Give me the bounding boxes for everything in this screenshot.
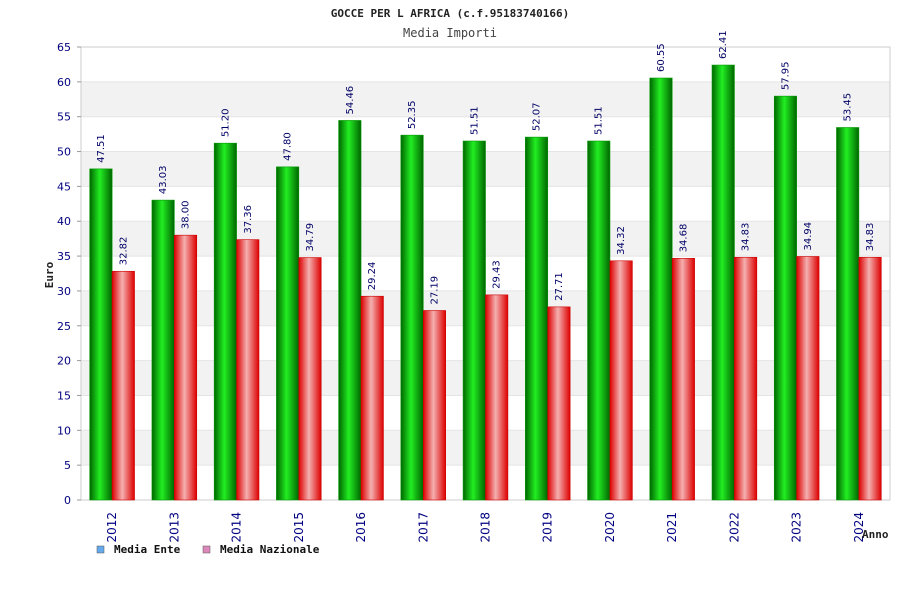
bar-media-ente-2016 bbox=[338, 120, 362, 501]
value-label: 60.55 bbox=[656, 43, 667, 72]
bar-media-nazionale-2022 bbox=[734, 256, 758, 501]
value-label: 27.19 bbox=[429, 276, 440, 305]
value-label: 29.24 bbox=[367, 262, 378, 291]
y-tick-label: 35 bbox=[57, 250, 71, 263]
y-tick-label: 30 bbox=[57, 285, 71, 298]
bar-media-nazionale-2013 bbox=[174, 234, 198, 501]
x-tick-label: 2024 bbox=[852, 512, 866, 543]
chart-subtitle: Media Importi bbox=[403, 26, 497, 40]
grid-band bbox=[81, 81, 890, 117]
bar-media-ente-2022 bbox=[711, 64, 735, 501]
bar-media-nazionale-2019 bbox=[547, 306, 571, 501]
y-tick-label: 20 bbox=[57, 355, 71, 368]
value-label: 37.36 bbox=[243, 205, 254, 234]
value-label: 57.95 bbox=[780, 61, 791, 90]
legend-swatch-media-nazionale bbox=[202, 545, 211, 554]
bar-media-nazionale-2016 bbox=[360, 295, 384, 501]
bar-media-ente-2024 bbox=[836, 127, 860, 501]
value-label: 52.07 bbox=[532, 102, 543, 131]
value-label: 32.82 bbox=[118, 237, 129, 266]
x-axis-ticks: 2012 2013 2014 2015 2016 2017 2018 2019 2020 2021… bbox=[105, 512, 866, 543]
bar-media-ente-2013 bbox=[151, 199, 175, 501]
value-label: 34.83 bbox=[741, 223, 752, 252]
bar-media-nazionale-2015 bbox=[298, 257, 322, 501]
bar-media-nazionale-2012 bbox=[111, 270, 135, 501]
bar-media-ente-2018 bbox=[462, 140, 486, 501]
value-label: 51.51 bbox=[469, 106, 480, 135]
y-axis-ticks: 0 5 10 15 20 25 30 35 40 45 50 55 60 65 bbox=[57, 41, 81, 507]
legend-swatch-media-ente bbox=[96, 545, 105, 554]
x-tick-label: 2023 bbox=[790, 512, 804, 543]
value-label: 34.32 bbox=[616, 226, 627, 255]
bar-media-nazionale-2020 bbox=[609, 260, 633, 501]
bar-media-ente-2020 bbox=[587, 140, 611, 501]
y-tick-label: 10 bbox=[57, 424, 71, 437]
x-tick-label: 2014 bbox=[230, 512, 244, 543]
bar-media-nazionale-2018 bbox=[485, 294, 509, 501]
y-tick-label: 65 bbox=[57, 41, 71, 54]
bar-media-ente-2019 bbox=[525, 136, 549, 501]
value-label: 34.83 bbox=[865, 223, 876, 252]
value-label: 38.00 bbox=[181, 201, 192, 230]
value-label: 62.41 bbox=[718, 30, 729, 59]
x-axis-label: Anno bbox=[862, 528, 889, 541]
y-axis-label: Euro bbox=[43, 261, 56, 288]
value-label: 51.51 bbox=[594, 106, 605, 135]
y-tick-label: 0 bbox=[64, 494, 71, 507]
x-tick-label: 2021 bbox=[665, 512, 679, 543]
y-tick-label: 5 bbox=[64, 459, 71, 472]
bar-media-ente-2015 bbox=[276, 166, 300, 501]
value-label: 34.68 bbox=[678, 224, 689, 253]
y-tick-label: 45 bbox=[57, 180, 71, 193]
value-label: 51.20 bbox=[220, 109, 231, 138]
y-tick-label: 40 bbox=[57, 215, 71, 228]
bar-media-ente-2014 bbox=[213, 142, 237, 501]
value-label: 47.80 bbox=[283, 132, 294, 161]
value-label: 34.94 bbox=[803, 222, 814, 251]
value-label: 34.79 bbox=[305, 223, 316, 252]
bar-media-nazionale-2021 bbox=[671, 258, 695, 501]
value-label: 52.35 bbox=[407, 101, 418, 130]
legend: Media Ente Media Nazionale bbox=[96, 543, 320, 556]
x-tick-label: 2016 bbox=[354, 512, 368, 543]
bar-media-nazionale-2017 bbox=[422, 310, 446, 501]
bar-media-nazionale-2024 bbox=[858, 256, 882, 501]
value-labels: 47.51 32.82 43.03 38.00 51.20 37.36 47.80 34.79… bbox=[96, 30, 876, 304]
bar-media-ente-2017 bbox=[400, 134, 424, 501]
legend-label-media-nazionale: Media Nazionale bbox=[220, 543, 320, 556]
x-tick-label: 2017 bbox=[416, 512, 430, 543]
x-tick-label: 2013 bbox=[167, 512, 181, 543]
value-label: 54.46 bbox=[345, 86, 356, 115]
bar-media-ente-2023 bbox=[773, 95, 797, 501]
x-tick-label: 2012 bbox=[105, 512, 119, 543]
value-label: 29.43 bbox=[492, 260, 503, 289]
x-tick-label: 2022 bbox=[727, 512, 741, 543]
value-label: 27.71 bbox=[554, 272, 565, 301]
y-tick-label: 25 bbox=[57, 320, 71, 333]
chart-title: GOCCE PER L AFRICA (c.f.95183740166) bbox=[331, 7, 569, 20]
value-label: 53.45 bbox=[843, 93, 854, 122]
bars bbox=[89, 64, 882, 501]
bar-media-ente-2021 bbox=[649, 77, 673, 501]
x-tick-label: 2019 bbox=[541, 512, 555, 543]
value-label: 47.51 bbox=[96, 134, 107, 163]
bar-media-ente-2012 bbox=[89, 168, 113, 501]
x-tick-label: 2020 bbox=[603, 512, 617, 543]
y-tick-label: 50 bbox=[57, 146, 71, 159]
x-tick-label: 2015 bbox=[292, 512, 306, 543]
x-tick-label: 2018 bbox=[479, 512, 493, 543]
y-tick-label: 15 bbox=[57, 389, 71, 402]
y-tick-label: 60 bbox=[57, 76, 71, 89]
y-tick-label: 55 bbox=[57, 111, 71, 124]
value-label: 43.03 bbox=[158, 165, 169, 194]
bar-media-nazionale-2014 bbox=[236, 239, 260, 501]
bar-media-nazionale-2023 bbox=[796, 256, 820, 501]
legend-label-media-ente: Media Ente bbox=[114, 543, 181, 556]
